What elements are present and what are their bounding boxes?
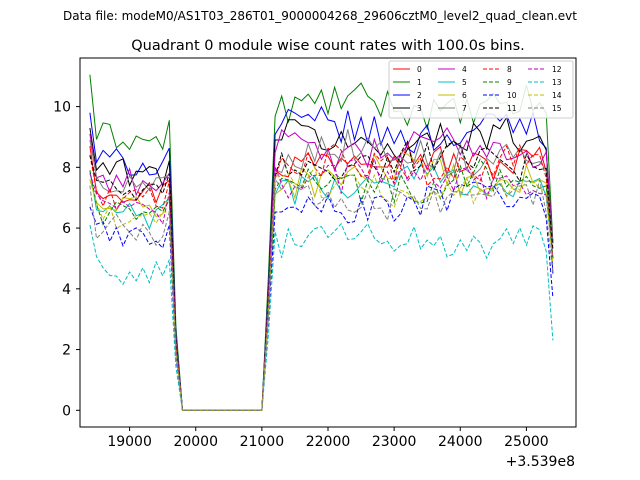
y-axis: 0 2 4 6 8 10 <box>53 100 80 419</box>
legend-label-2: 2 <box>417 91 422 100</box>
legend-label-9: 9 <box>507 78 512 87</box>
series-5-line <box>89 163 554 411</box>
y-tick-label: 0 <box>62 403 71 419</box>
legend-label-15: 15 <box>552 104 562 113</box>
legend-label-13: 13 <box>552 78 562 87</box>
series-15-line <box>89 176 554 411</box>
series-13-line <box>89 222 554 411</box>
y-tick-label: 6 <box>62 221 71 237</box>
plot-lines <box>89 74 554 411</box>
legend-label-0: 0 <box>417 65 422 74</box>
legend-label-6: 6 <box>462 91 467 100</box>
legend-label-4: 4 <box>462 65 467 74</box>
y-tick-label: 2 <box>62 343 71 359</box>
series-2-line <box>89 105 554 411</box>
series-7-line <box>89 129 554 411</box>
y-tick-label: 8 <box>62 160 71 176</box>
legend-label-11: 11 <box>507 104 517 113</box>
legend-box <box>388 60 574 119</box>
x-tick-label: 23000 <box>372 434 417 450</box>
series-1-line <box>89 74 554 411</box>
series-10-line <box>89 181 554 411</box>
x-tick-label: 21000 <box>240 434 285 450</box>
series-4-line <box>89 127 554 411</box>
series-14-line <box>89 165 554 411</box>
x-tick-label: 19000 <box>107 434 152 450</box>
figure-suptitle: Data file: modeM0/AS1T03_286T01_90000042… <box>63 9 577 23</box>
legend-label-7: 7 <box>462 104 467 113</box>
legend-label-10: 10 <box>507 91 517 100</box>
x-axis: 19000 20000 21000 22000 23000 24000 25000 <box>107 427 549 450</box>
series-3-line <box>89 115 554 411</box>
legend-label-8: 8 <box>507 65 512 74</box>
legend-label-3: 3 <box>417 104 422 113</box>
legend-label-1: 1 <box>417 78 422 87</box>
series-8-line <box>89 143 554 411</box>
chart-title: Quadrant 0 module wise count rates with … <box>131 38 525 54</box>
x-tick-label: 22000 <box>306 434 351 450</box>
series-0-line <box>89 141 554 411</box>
x-tick-label: 25000 <box>504 434 549 450</box>
x-tick-label: 20000 <box>173 434 218 450</box>
legend-label-12: 12 <box>552 65 562 74</box>
legend-label-5: 5 <box>462 78 467 87</box>
x-tick-label: 24000 <box>438 434 483 450</box>
legend-label-14: 14 <box>552 91 562 100</box>
y-tick-label: 10 <box>53 100 71 116</box>
series-11-line <box>89 139 554 411</box>
x-axis-offset-label: +3.539e8 <box>506 454 575 470</box>
series-12-line <box>89 154 554 411</box>
y-tick-label: 4 <box>62 282 71 298</box>
